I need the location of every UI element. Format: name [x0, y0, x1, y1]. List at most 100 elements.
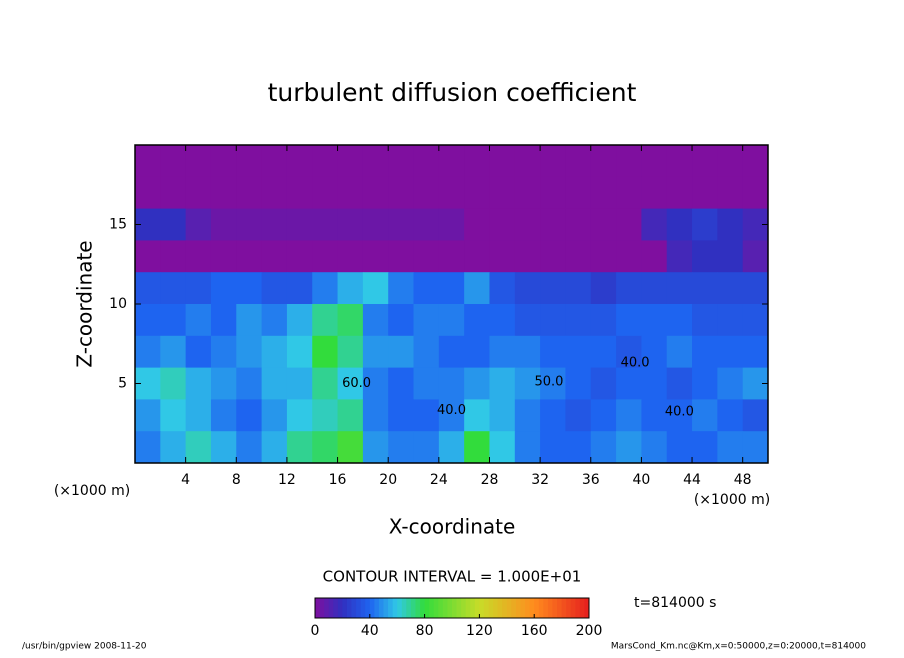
- colorbar-cell: [465, 598, 471, 618]
- field-cell: [666, 335, 693, 369]
- colorbar-cell: [438, 598, 444, 618]
- field-cell: [717, 367, 744, 400]
- x-tick-label: 44: [683, 472, 701, 488]
- colorbar-cell: [525, 598, 531, 618]
- field-cell: [641, 431, 668, 464]
- field-cell: [261, 399, 288, 432]
- field-cell: [464, 367, 490, 400]
- field-cell: [210, 335, 237, 369]
- field-cell: [236, 399, 263, 432]
- field-cell: [135, 145, 161, 178]
- field-cell: [717, 399, 744, 432]
- field-cell: [438, 208, 465, 241]
- field-cell: [210, 399, 237, 432]
- field-cell: [464, 335, 490, 369]
- x-tick-label: 16: [329, 472, 347, 488]
- field-cell: [590, 272, 617, 305]
- field-cell: [261, 272, 288, 305]
- x-tick-label: 48: [734, 472, 752, 488]
- field-cell: [185, 272, 212, 305]
- field-cell: [616, 208, 642, 241]
- field-cell: [185, 240, 212, 273]
- field-cell: [286, 431, 313, 464]
- field-cell: [362, 208, 389, 241]
- field-cell: [210, 431, 237, 464]
- field-cell: [236, 176, 263, 210]
- y-tick-label: 10: [109, 296, 127, 312]
- colorbar-tick-label: 80: [416, 623, 434, 639]
- field-cell: [514, 304, 541, 337]
- field-cell: [160, 399, 187, 432]
- field-cell: [210, 240, 237, 273]
- field-cell: [489, 145, 516, 178]
- field-cell: [337, 208, 364, 241]
- field-cell: [438, 145, 465, 178]
- field-cell: [337, 367, 364, 400]
- field-cell: [464, 240, 490, 273]
- field-cell: [489, 304, 516, 337]
- field-cell: [286, 240, 313, 273]
- field-cell: [590, 145, 617, 178]
- field-cell: [489, 367, 516, 400]
- field-cell: [616, 431, 642, 464]
- colorbar-cell: [342, 598, 348, 618]
- field-cell: [692, 304, 718, 337]
- colorbar-cell: [319, 598, 325, 618]
- field-cell: [717, 335, 744, 369]
- field-cell: [489, 240, 516, 273]
- field-cell: [742, 145, 769, 178]
- field-cell: [742, 431, 769, 464]
- field-cell: [337, 335, 364, 369]
- field-cell: [413, 367, 440, 400]
- field-cell: [388, 367, 415, 400]
- colorbar-frame: [314, 597, 590, 619]
- field-cell: [666, 431, 693, 464]
- colorbar-cell: [552, 598, 558, 618]
- field-cell: [616, 304, 642, 337]
- field-cell: [236, 335, 263, 369]
- field-cell: [286, 272, 313, 305]
- field-cell: [135, 335, 161, 369]
- field-cell: [666, 208, 693, 241]
- field-cell: [236, 367, 263, 400]
- x-tick-label: 28: [481, 472, 499, 488]
- contour-label: 40.0: [665, 405, 694, 420]
- colorbar-cell: [424, 598, 430, 618]
- field-cell: [236, 272, 263, 305]
- y-tick-label: 15: [109, 217, 127, 233]
- field-cell: [337, 399, 364, 432]
- field-cell: [312, 145, 339, 178]
- field-cell: [438, 304, 465, 337]
- contour-interval: CONTOUR INTERVAL = 1.000E+01: [323, 568, 582, 586]
- colorbar-cell: [392, 598, 398, 618]
- field-cell: [312, 335, 339, 369]
- field-cell: [692, 240, 718, 273]
- field-cell: [565, 272, 592, 305]
- field-cell: [692, 399, 718, 432]
- field-cell: [210, 208, 237, 241]
- field-cell: [666, 272, 693, 305]
- field-cell: [261, 208, 288, 241]
- field-cell: [362, 335, 389, 369]
- colorbar-cell: [337, 598, 343, 618]
- colorbar-cell: [506, 598, 512, 618]
- field-cell: [514, 272, 541, 305]
- field-cell: [312, 431, 339, 464]
- colorbar-cell: [479, 598, 485, 618]
- field-cell: [616, 145, 642, 178]
- colorbar-cell: [433, 598, 439, 618]
- field-cell: [565, 367, 592, 400]
- field-cell: [438, 431, 465, 464]
- x-tick-label: 36: [582, 472, 600, 488]
- colorbar-tick-label: 40: [361, 623, 379, 639]
- colorbar-cell: [529, 598, 535, 618]
- field-cell: [312, 240, 339, 273]
- field-cell: [464, 272, 490, 305]
- field-cell: [236, 145, 263, 178]
- field-cell: [337, 304, 364, 337]
- field-cell: [616, 367, 642, 400]
- field-cell: [489, 208, 516, 241]
- field-cell: [362, 176, 389, 210]
- field-cell: [540, 176, 566, 210]
